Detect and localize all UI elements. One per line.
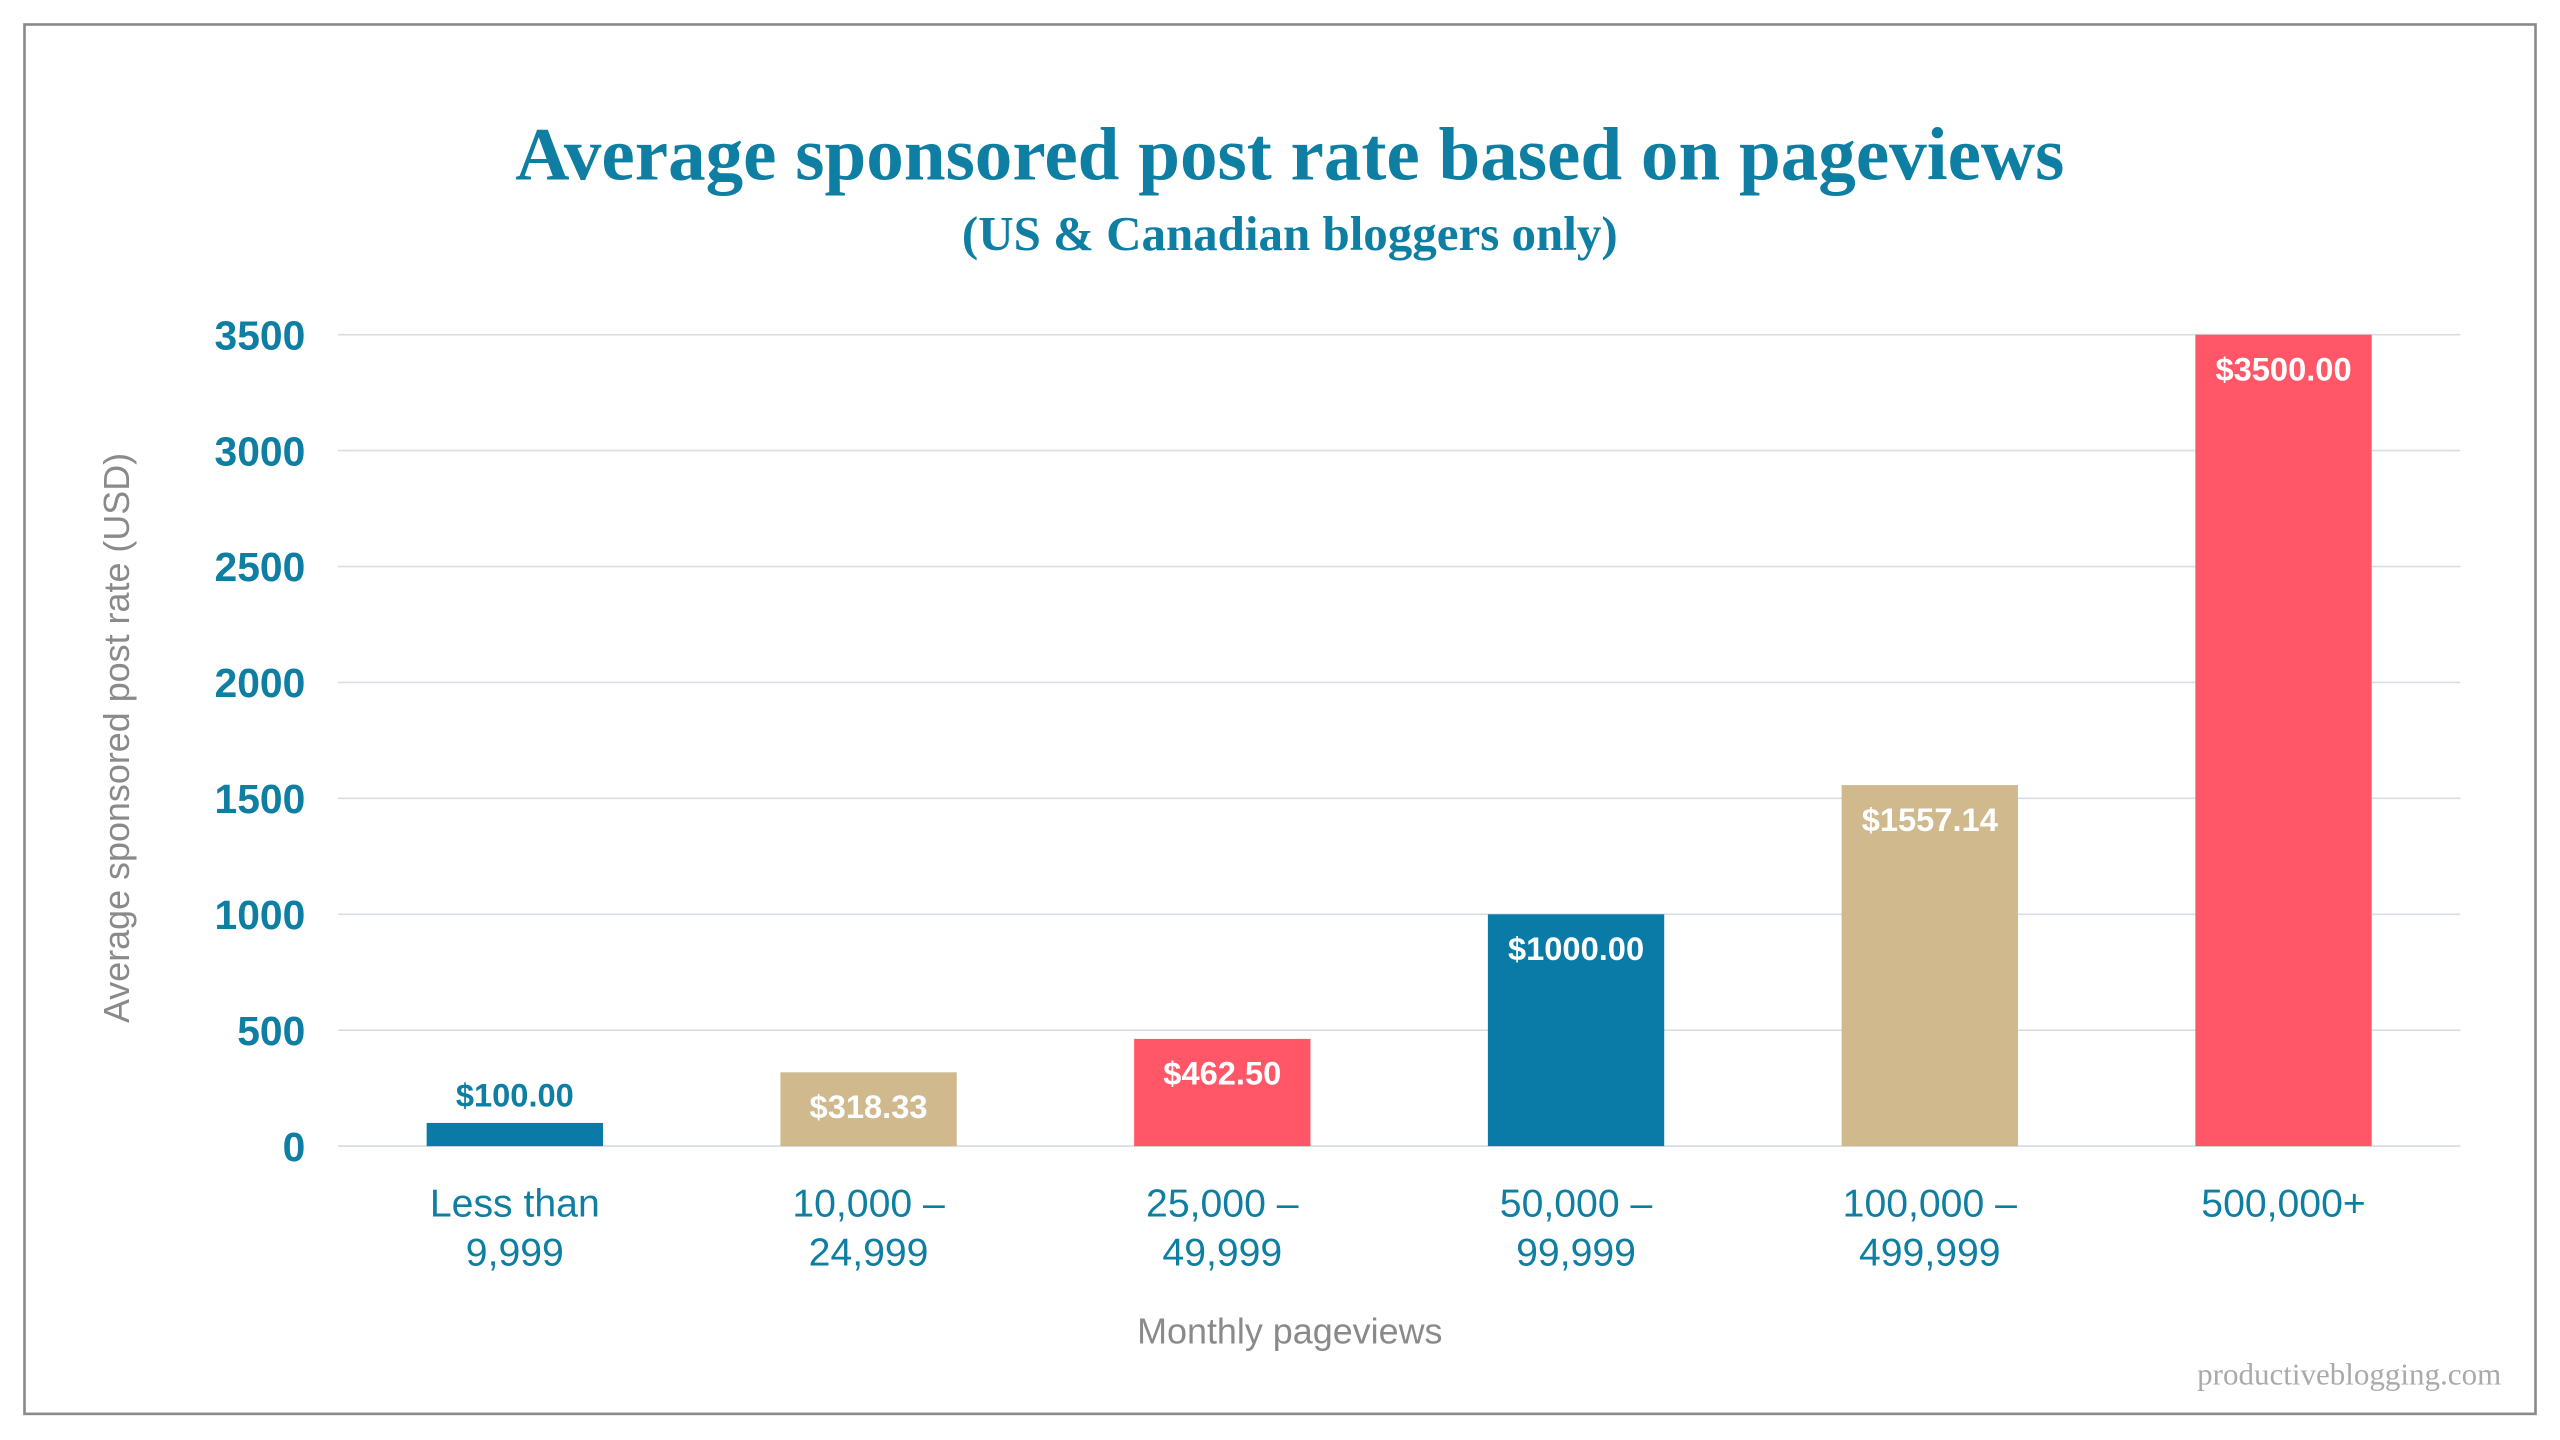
y-axis-label: Average sponsored post rate (USD) xyxy=(96,453,137,1023)
x-tick-label: 100,000 – xyxy=(1843,1182,2017,1225)
bar xyxy=(1841,785,2018,1147)
bar-value-label: $3500.00 xyxy=(2215,350,2351,387)
watermark: productiveblogging.com xyxy=(2197,1356,2501,1391)
bar-value-label: $100.00 xyxy=(456,1077,574,1114)
y-tick-label: 3000 xyxy=(215,428,306,474)
bar-value-label: $318.33 xyxy=(810,1088,928,1125)
x-tick-label: 99,999 xyxy=(1516,1231,1636,1274)
chart-subtitle: (US & Canadian bloggers only) xyxy=(962,206,1618,261)
y-tick-label: 500 xyxy=(237,1008,305,1054)
x-tick-label: 499,999 xyxy=(1859,1231,2001,1274)
x-tick-label: 25,000 – xyxy=(1146,1182,1299,1225)
y-tick-label: 0 xyxy=(283,1124,306,1170)
bar xyxy=(1134,1038,1311,1147)
y-tick-label: 3500 xyxy=(215,312,306,358)
x-axis-label: Monthly pageviews xyxy=(1137,1311,1442,1352)
bar-value-label: $462.50 xyxy=(1163,1055,1281,1092)
bar xyxy=(1487,914,1665,1147)
bar xyxy=(426,1122,603,1147)
chart-frame xyxy=(23,23,2537,1416)
y-tick-label: 2500 xyxy=(215,544,306,590)
y-axis-ticks: 0 500 1000 1500 2000 2500 3000 3500 xyxy=(215,312,306,1169)
x-tick-label: 49,999 xyxy=(1162,1231,1282,1274)
x-tick-label: 500,000+ xyxy=(2201,1182,2365,1225)
bar-value-label: $1000.00 xyxy=(1508,930,1644,967)
x-tick-label: 24,999 xyxy=(809,1231,929,1274)
bars: $100.00 $318.33 $462.50 $1000.00 $1557.14 $35… xyxy=(426,334,2372,1147)
chart-title: Average sponsored post rate based on pag… xyxy=(515,114,2064,197)
x-tick-label: 50,000 – xyxy=(1500,1182,1653,1225)
bar xyxy=(2195,334,2372,1147)
x-axis-ticks: Less than 9,999 10,000 – 24,999 25,000 – 49,9… xyxy=(430,1182,2366,1274)
gridlines xyxy=(337,333,2461,1147)
y-tick-label: 2000 xyxy=(215,660,306,706)
bar xyxy=(780,1072,957,1147)
x-tick-label: 10,000 – xyxy=(792,1182,945,1225)
bar-value-label: $1557.14 xyxy=(1862,801,1998,838)
y-tick-label: 1000 xyxy=(215,892,306,938)
x-tick-label: Less than xyxy=(430,1182,600,1225)
x-tick-label: 9,999 xyxy=(466,1231,564,1274)
y-tick-label: 1500 xyxy=(215,776,306,822)
